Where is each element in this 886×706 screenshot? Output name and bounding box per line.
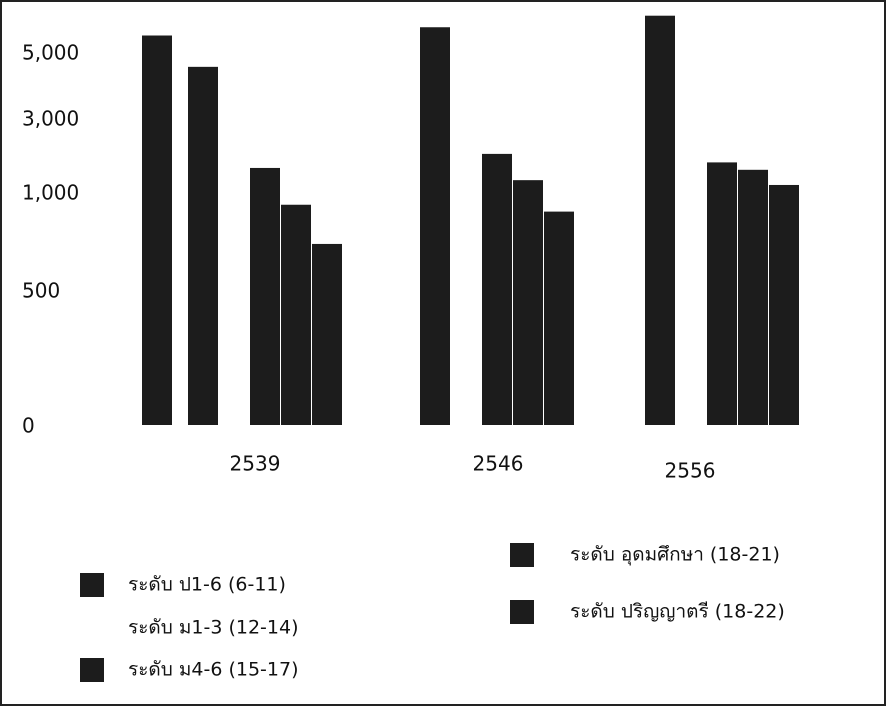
x-tick-label: 2556 [665,459,716,483]
bar [250,168,280,425]
y-tick-label: 1,000 [22,181,79,205]
bar [769,185,799,425]
legend-label: ระดับ ปริญญาตรี (18-22) [570,601,785,623]
y-tick-label: 0 [22,414,35,438]
legend-swatch [80,658,104,682]
y-tick-label: 3,000 [22,107,79,131]
legend-swatch [510,543,534,567]
bar [482,154,512,425]
bar [513,180,543,425]
bar [738,170,768,425]
bar [142,36,172,426]
x-tick-label: 2539 [230,452,281,476]
legend-swatch [510,600,534,624]
bar [281,205,311,425]
legend-swatch [80,573,104,597]
bar [420,27,450,425]
legend-label: ระดับ ป1-6 (6-11) [128,574,286,596]
x-tick-label: 2546 [473,452,524,476]
y-tick-label: 5,000 [22,41,79,65]
bar [312,244,342,425]
bar [188,67,218,425]
bar [707,162,737,425]
legend-label: ระดับ อุดมศึกษา (18-21) [570,544,780,567]
chart: 0 500 1,000 3,000 5,000 2539 2546 2556 ระดับ ป1-… [0,0,886,706]
bar [645,16,675,425]
y-tick-label: 500 [22,279,60,303]
legend-label: ระดับ ม4-6 (15-17) [128,659,298,681]
bar [544,212,574,425]
legend-label: ระดับ ม1-3 (12-14) [128,617,298,639]
